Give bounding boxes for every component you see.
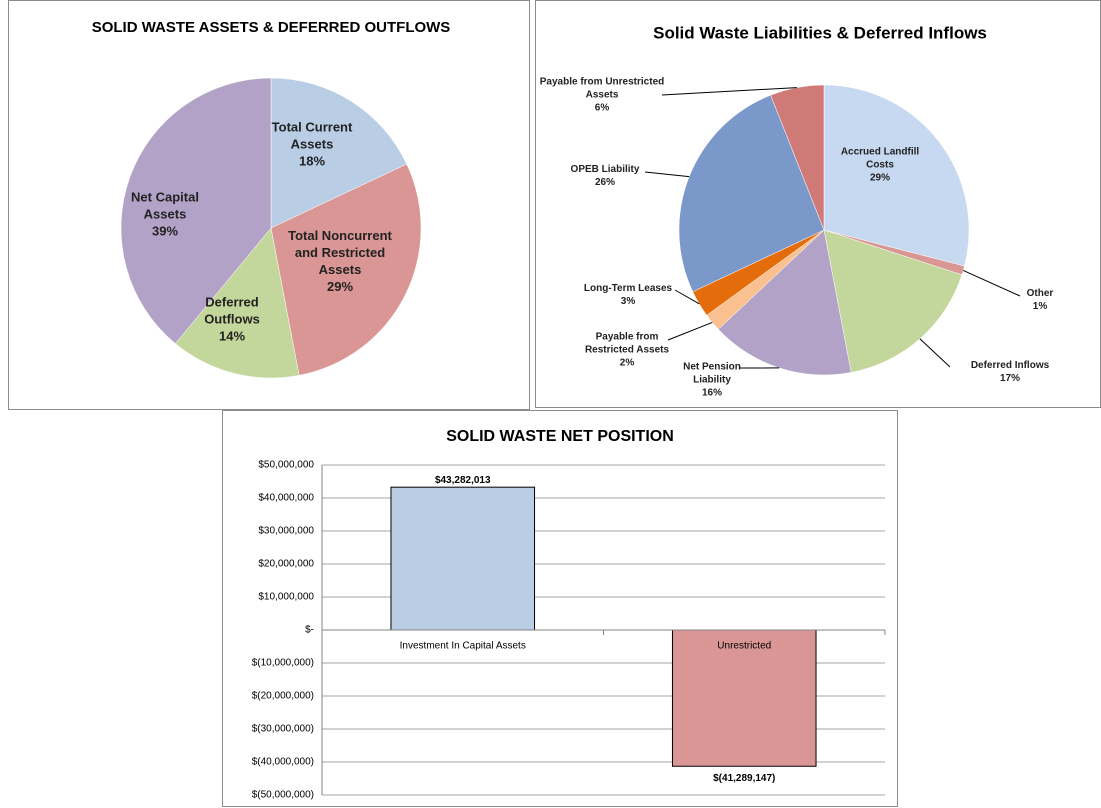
pie-slice <box>823 229 963 373</box>
x-tick-label: Investment In Capital Assets <box>400 641 526 652</box>
slice-value: 29% <box>326 278 354 294</box>
slice-value: 6% <box>594 102 610 114</box>
slice-value: 14% <box>218 328 246 344</box>
slice-value: 17% <box>999 373 1020 384</box>
slice-label: Net Pension Liability 16% <box>667 361 757 400</box>
slice-name: Other <box>1026 288 1054 299</box>
slice-value: 26% <box>594 177 615 188</box>
slice-name: Net Pension Liability <box>683 361 741 386</box>
slice-label: Deferred Outflows 14% <box>187 295 277 346</box>
slice-label: Other 1% <box>1010 287 1070 313</box>
slice-value: 3% <box>620 296 636 307</box>
y-tick-label: $- <box>305 625 314 636</box>
y-tick-label: $10,000,000 <box>258 592 314 603</box>
slice-value: 18% <box>298 153 326 169</box>
slice-value: 39% <box>151 223 179 239</box>
slice-value: 2% <box>619 357 635 369</box>
slice-name: Total Noncurrent and Restricted Assets <box>288 228 392 277</box>
x-tick-label: Unrestricted <box>717 641 771 652</box>
y-tick-label: $(20,000,000) <box>252 691 314 702</box>
slice-name: Accrued Landfill Costs <box>840 146 920 171</box>
slice-label: Payable from Unrestricted Assets 6% <box>537 76 667 115</box>
slice-value: 16% <box>701 387 722 399</box>
leader-line <box>661 87 797 96</box>
slice-name: Long-Term Leases <box>583 283 673 294</box>
pie-slice <box>270 77 408 229</box>
slice-name: Payable from Restricted Assets <box>584 331 670 356</box>
y-tick-label: $20,000,000 <box>258 559 314 570</box>
value-label: $43,282,013 <box>435 475 491 486</box>
slice-value: 1% <box>1032 301 1048 312</box>
slice-name: Total Current Assets <box>271 119 353 152</box>
slice-value: 29% <box>869 172 890 184</box>
slice-label: Payable from Restricted Assets 2% <box>572 331 682 370</box>
chart-title: SOLID WASTE ASSETS & DEFERRED OUTFLOWS <box>92 19 451 36</box>
slice-label: Accrued Landfill Costs 29% <box>830 146 930 185</box>
slice-name: Deferred Outflows <box>204 294 260 327</box>
leader-line <box>667 321 713 341</box>
y-tick-label: $(10,000,000) <box>252 658 314 669</box>
pie-slice <box>823 84 970 267</box>
value-label: $(41,289,147) <box>713 773 775 784</box>
pie-slice <box>175 227 300 379</box>
leader-line <box>674 289 700 305</box>
bar <box>390 486 536 631</box>
leader-line <box>644 171 690 178</box>
slice-name: Payable from Unrestricted Assets <box>539 76 665 101</box>
leader-line <box>963 269 1021 297</box>
chart-title: SOLID WASTE NET POSITION <box>446 428 674 445</box>
slice-name: OPEB Liability <box>570 164 640 175</box>
slice-label: OPEB Liability 26% <box>555 163 655 189</box>
pie-slice <box>270 163 422 376</box>
slice-label: Total Current Assets 18% <box>262 120 362 171</box>
chart-title: Solid Waste Liabilities & Deferred Inflo… <box>653 23 987 42</box>
y-tick-label: $30,000,000 <box>258 526 314 537</box>
pie-slice <box>717 229 852 376</box>
y-tick-label: $(40,000,000) <box>252 757 314 768</box>
y-tick-label: $40,000,000 <box>258 493 314 504</box>
slice-label: Total Noncurrent and Restricted Assets 29… <box>285 228 395 296</box>
slice-label: Long-Term Leases 3% <box>573 282 683 308</box>
y-tick-label: $(50,000,000) <box>252 790 314 801</box>
y-tick-label: $50,000,000 <box>258 460 314 471</box>
slice-label: Net Capital Assets 39% <box>120 190 210 241</box>
bar <box>671 629 817 767</box>
pie-slice <box>120 77 272 344</box>
slice-name: Deferred Inflows <box>970 360 1050 371</box>
slice-name: Net Capital Assets <box>131 189 199 222</box>
y-tick-label: $(30,000,000) <box>252 724 314 735</box>
slice-label: Deferred Inflows 17% <box>950 359 1070 385</box>
leader-line <box>919 338 951 368</box>
